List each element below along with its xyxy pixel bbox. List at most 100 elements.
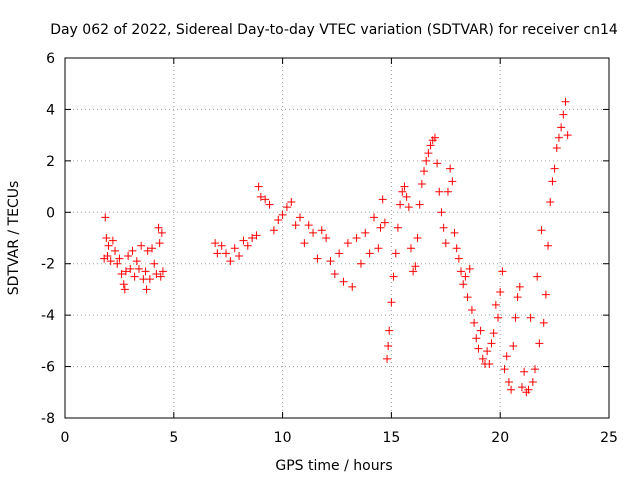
- data-point: [155, 239, 164, 248]
- data-points: [100, 97, 572, 397]
- data-point: [300, 239, 309, 248]
- data-point: [282, 203, 291, 212]
- data-point: [465, 264, 474, 273]
- x-tick-label: 25: [600, 430, 618, 446]
- data-point: [498, 267, 507, 276]
- data-point: [524, 385, 533, 394]
- data-point: [150, 259, 159, 268]
- x-tick-label: 10: [274, 430, 292, 446]
- data-point: [472, 334, 481, 343]
- data-point: [409, 267, 418, 276]
- data-point: [356, 259, 365, 268]
- data-point: [539, 318, 548, 327]
- data-point: [102, 234, 111, 242]
- data-point: [398, 187, 407, 196]
- data-point: [106, 257, 115, 266]
- data-point: [322, 234, 331, 242]
- data-point: [248, 234, 257, 242]
- data-point: [103, 252, 112, 260]
- data-point: [326, 257, 335, 266]
- data-point: [120, 285, 129, 294]
- x-tick-label: 15: [382, 430, 400, 446]
- y-tick-label: 0: [46, 205, 55, 221]
- x-tick-label: 5: [169, 430, 178, 446]
- data-point: [563, 131, 572, 140]
- data-point: [463, 293, 472, 302]
- data-point: [335, 249, 344, 258]
- data-point: [274, 216, 283, 224]
- data-point: [128, 246, 137, 255]
- data-point: [554, 133, 563, 142]
- data-point: [376, 223, 385, 232]
- data-point: [348, 282, 357, 291]
- data-point: [287, 198, 296, 206]
- data-point: [141, 267, 150, 276]
- data-point: [487, 339, 496, 348]
- data-point: [384, 342, 393, 350]
- grid-lines: [65, 58, 609, 418]
- data-point: [422, 156, 431, 165]
- y-tick-label: 6: [46, 51, 55, 67]
- data-point: [309, 228, 318, 237]
- data-point: [433, 159, 442, 168]
- data-point: [526, 313, 535, 322]
- data-point: [243, 241, 252, 250]
- data-point: [507, 385, 516, 394]
- data-point: [330, 270, 339, 278]
- y-tick-label: 4: [46, 102, 55, 118]
- data-point: [550, 164, 559, 173]
- data-point: [541, 290, 550, 299]
- x-tick-label: 20: [491, 430, 509, 446]
- data-point: [411, 262, 420, 271]
- data-point: [561, 97, 570, 106]
- data-point: [548, 177, 557, 186]
- data-point: [485, 360, 494, 368]
- data-point: [145, 275, 154, 284]
- data-point: [489, 329, 498, 338]
- data-point: [117, 270, 126, 278]
- data-point: [413, 234, 422, 242]
- data-point: [417, 180, 426, 188]
- data-point: [361, 228, 370, 237]
- data-point: [509, 342, 518, 350]
- y-tick-label: -2: [41, 257, 55, 273]
- data-point: [535, 339, 544, 348]
- data-point: [491, 300, 500, 309]
- data-point: [446, 164, 455, 173]
- data-point: [132, 257, 141, 266]
- data-point: [134, 264, 143, 273]
- data-point: [378, 195, 387, 204]
- data-point: [454, 254, 463, 263]
- data-point: [470, 318, 479, 327]
- data-point: [142, 285, 151, 294]
- data-point: [213, 249, 222, 258]
- data-point: [313, 254, 322, 263]
- data-point: [113, 259, 122, 268]
- data-point: [452, 244, 461, 253]
- plot-frame: [64, 57, 610, 419]
- data-point: [265, 200, 274, 209]
- data-point: [126, 264, 135, 273]
- data-point: [393, 223, 402, 232]
- data-point: [515, 282, 524, 291]
- data-point: [115, 254, 124, 263]
- y-axis-label: SDTVAR / TECUs: [6, 181, 22, 296]
- data-point: [404, 203, 413, 212]
- data-point: [296, 213, 305, 222]
- data-point: [101, 213, 110, 222]
- data-point: [544, 241, 553, 250]
- data-point: [339, 277, 348, 286]
- data-point: [137, 241, 146, 250]
- data-point: [406, 244, 415, 253]
- data-point: [254, 182, 263, 191]
- data-point: [211, 239, 220, 248]
- data-point: [256, 192, 265, 201]
- data-point: [546, 198, 555, 206]
- x-axis-label: GPS time / hours: [275, 458, 392, 474]
- data-point: [148, 244, 157, 253]
- data-point: [520, 367, 529, 376]
- data-point: [504, 378, 513, 386]
- data-point: [304, 221, 313, 230]
- data-point: [557, 123, 566, 132]
- data-point: [435, 187, 444, 196]
